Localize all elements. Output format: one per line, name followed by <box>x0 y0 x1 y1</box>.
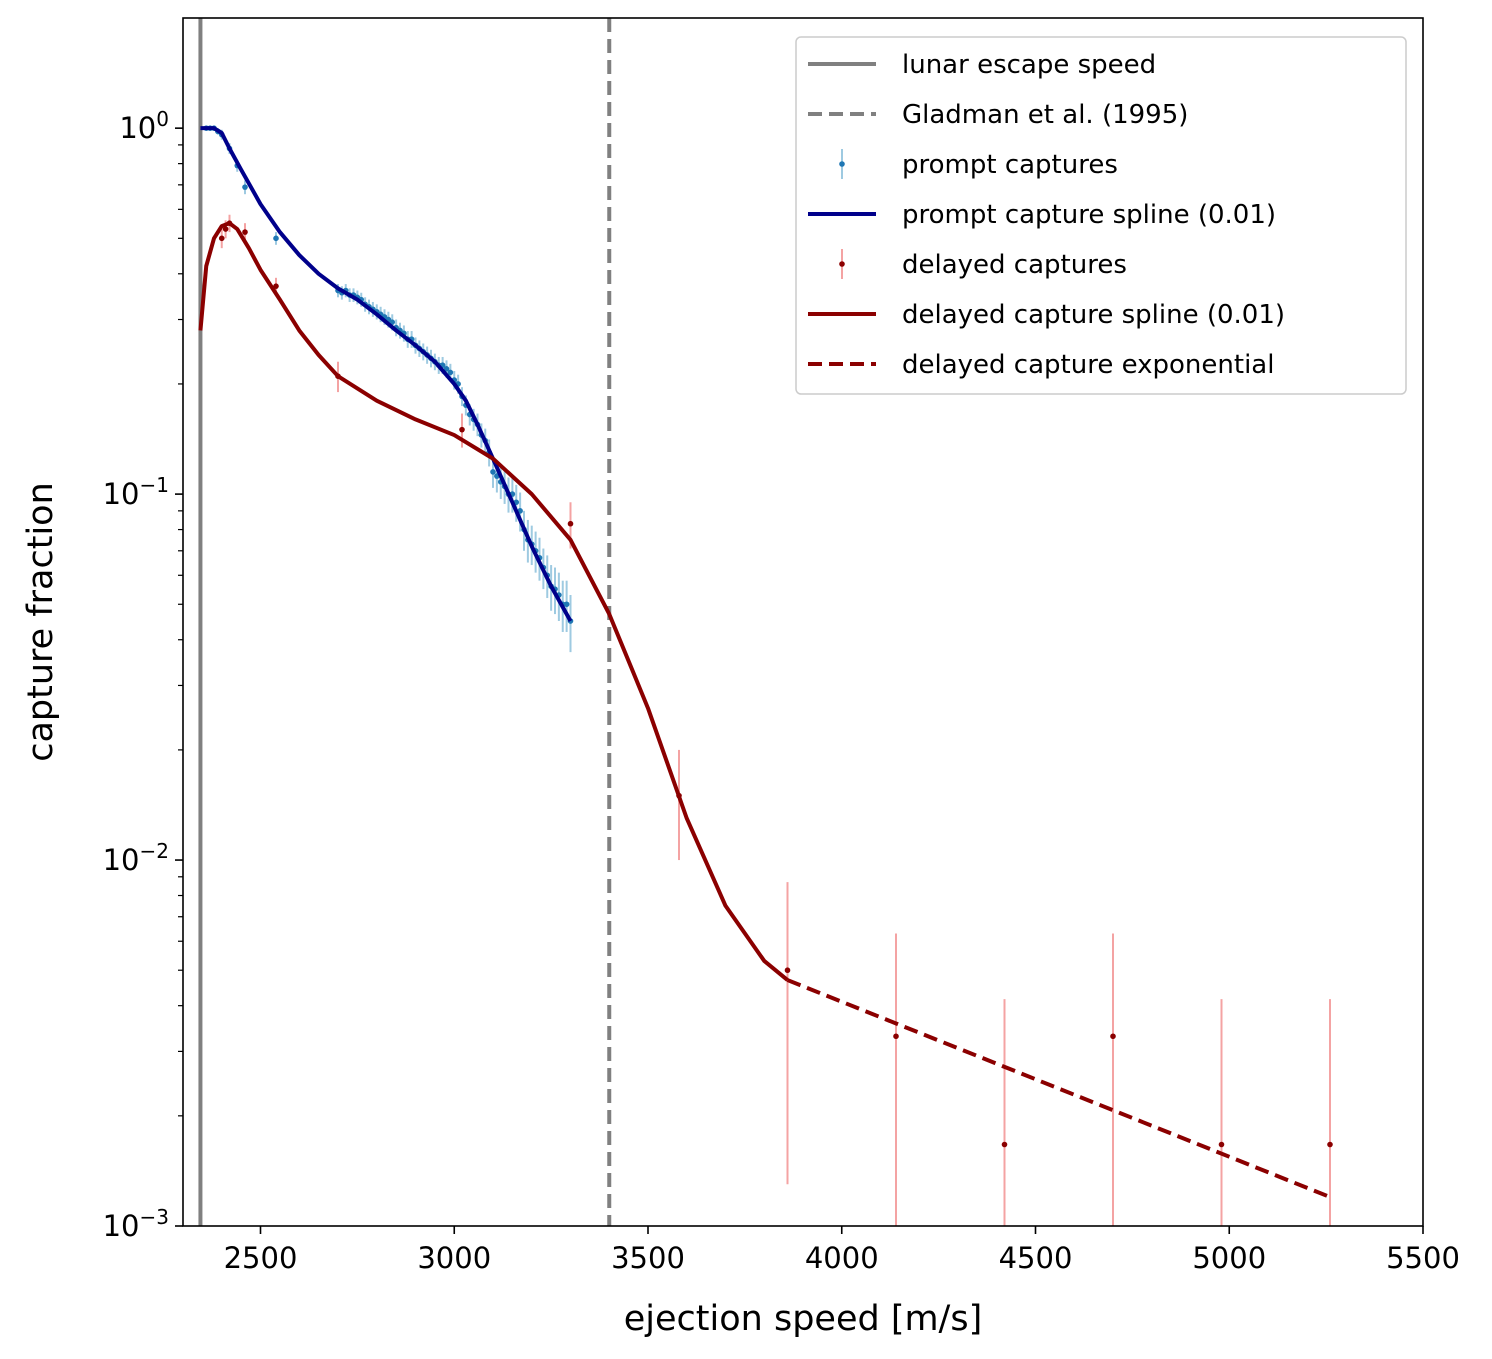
plot-area <box>198 18 1333 1226</box>
legend-label-prompt-capture-spline-0-01-: prompt capture spline (0.01) <box>902 200 1276 230</box>
y-axis-title: capture fraction <box>21 482 61 762</box>
point-delayed-captures <box>567 520 574 527</box>
legend-marker-delayed-captures <box>839 261 845 267</box>
point-delayed-captures <box>459 426 465 433</box>
point-prompt-captures <box>443 365 450 372</box>
point-delayed-captures <box>273 283 279 289</box>
point-delayed-captures <box>222 226 229 232</box>
point-delayed-captures <box>218 235 225 242</box>
legend-marker-prompt-captures <box>839 161 845 167</box>
point-delayed-captures <box>784 967 791 974</box>
legend: lunar escape speed Gladman et al. (1995) p… <box>795 36 1407 395</box>
x-tick-label: 3000 <box>417 1241 491 1275</box>
point-delayed-captures <box>1001 1141 1008 1148</box>
point-delayed-captures <box>893 1033 899 1040</box>
point-prompt-captures <box>273 235 279 242</box>
x-axis-title: ejection speed [m/s] <box>624 1299 983 1339</box>
point-delayed-captures <box>1327 1141 1333 1148</box>
x-tick-label: 5500 <box>1386 1241 1460 1275</box>
x-tick-label: 2500 <box>224 1241 298 1275</box>
line-prompt-capture-spline-0-01- <box>200 126 573 622</box>
legend-label-delayed-capture-spline-0-01-: delayed capture spline (0.01) <box>902 300 1285 330</box>
plot-content <box>198 18 1333 1226</box>
legend-label-delayed-capture-exponential: delayed capture exponential <box>902 350 1274 380</box>
y-tick-label: 10−1 <box>103 473 169 511</box>
axis-ticks: 2500 3000 3500 4000 4500 5000 5500 100 10−1 10−2 1… <box>103 107 1460 1275</box>
y-tick-label: 100 <box>119 107 169 145</box>
y-tick-label: 10−3 <box>103 1205 169 1243</box>
legend-label-prompt-captures: prompt captures <box>902 150 1118 180</box>
point-prompt-captures <box>563 601 570 608</box>
x-tick-label: 4500 <box>999 1241 1073 1275</box>
point-delayed-captures <box>1110 1033 1116 1040</box>
line-delayed-capture-spline-0-01- <box>198 221 789 982</box>
line-delayed-capture-exponential <box>786 978 1331 1199</box>
axes-frame <box>182 17 1424 1227</box>
point-delayed-captures <box>1218 1141 1225 1148</box>
point-prompt-captures <box>242 184 248 190</box>
x-tick-label: 4000 <box>805 1241 879 1275</box>
point-prompt-captures <box>447 369 454 376</box>
legend-box <box>795 36 1407 395</box>
legend-label-lunar-escape-speed: lunar escape speed <box>902 50 1156 80</box>
point-delayed-captures <box>242 229 248 235</box>
point-prompt-captures <box>490 469 496 475</box>
legend-label-delayed-captures: delayed captures <box>902 250 1127 280</box>
x-tick-label: 3500 <box>611 1241 685 1275</box>
y-tick-label: 10−2 <box>103 839 169 877</box>
legend-label-gladman-et-al-1995-: Gladman et al. (1995) <box>902 100 1188 130</box>
x-tick-label: 5000 <box>1192 1241 1266 1275</box>
